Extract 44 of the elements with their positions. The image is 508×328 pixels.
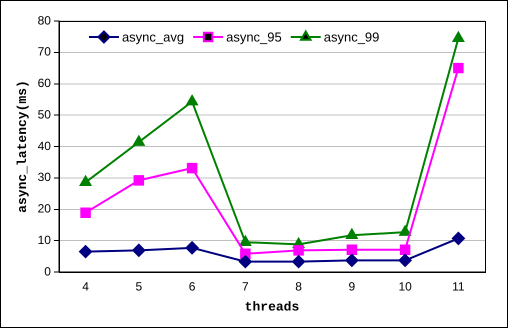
y-tick-label: 80 bbox=[38, 13, 52, 28]
x-tick-label: 10 bbox=[398, 280, 412, 294]
point bbox=[79, 245, 92, 258]
point bbox=[240, 236, 252, 246]
point bbox=[345, 254, 358, 267]
point bbox=[452, 232, 465, 245]
y-tick-label: 0 bbox=[44, 264, 52, 278]
point bbox=[186, 241, 199, 254]
legend-label: async_99 bbox=[324, 30, 380, 45]
y-tick-label: 50 bbox=[38, 107, 52, 122]
x-tick-label: 9 bbox=[348, 280, 356, 294]
legend-label: async_avg bbox=[122, 30, 184, 45]
point bbox=[400, 244, 410, 255]
point bbox=[452, 32, 464, 42]
x-tick-label: 5 bbox=[135, 280, 142, 294]
x-tick-label: 11 bbox=[452, 280, 465, 294]
x-tick-label: 7 bbox=[242, 280, 249, 294]
point bbox=[292, 255, 306, 268]
y-tick-label: 40 bbox=[38, 138, 52, 153]
point bbox=[453, 62, 464, 74]
point bbox=[186, 95, 198, 106]
x-tick-label: 8 bbox=[295, 280, 302, 294]
point bbox=[133, 136, 145, 146]
point bbox=[80, 207, 91, 218]
y-axis-title: async_latency(ms) bbox=[15, 80, 30, 213]
point bbox=[238, 255, 252, 268]
point bbox=[399, 226, 411, 236]
point bbox=[134, 175, 144, 186]
point bbox=[398, 254, 412, 267]
y-tick-label: 70 bbox=[38, 44, 52, 59]
point bbox=[186, 162, 198, 174]
point bbox=[132, 244, 146, 257]
y-tick-label: 10 bbox=[38, 232, 52, 247]
y-tick-label: 30 bbox=[38, 170, 52, 184]
point bbox=[346, 244, 358, 255]
x-axis-title: threads bbox=[244, 299, 300, 314]
x-tick-label: 6 bbox=[188, 280, 196, 294]
legend-label: async_95 bbox=[226, 30, 282, 45]
x-tick-label: 4 bbox=[82, 280, 90, 294]
point bbox=[346, 228, 358, 240]
point bbox=[80, 176, 92, 186]
point bbox=[293, 245, 304, 256]
y-tick-label: 60 bbox=[38, 76, 52, 90]
y-tick-label: 20 bbox=[38, 202, 52, 216]
